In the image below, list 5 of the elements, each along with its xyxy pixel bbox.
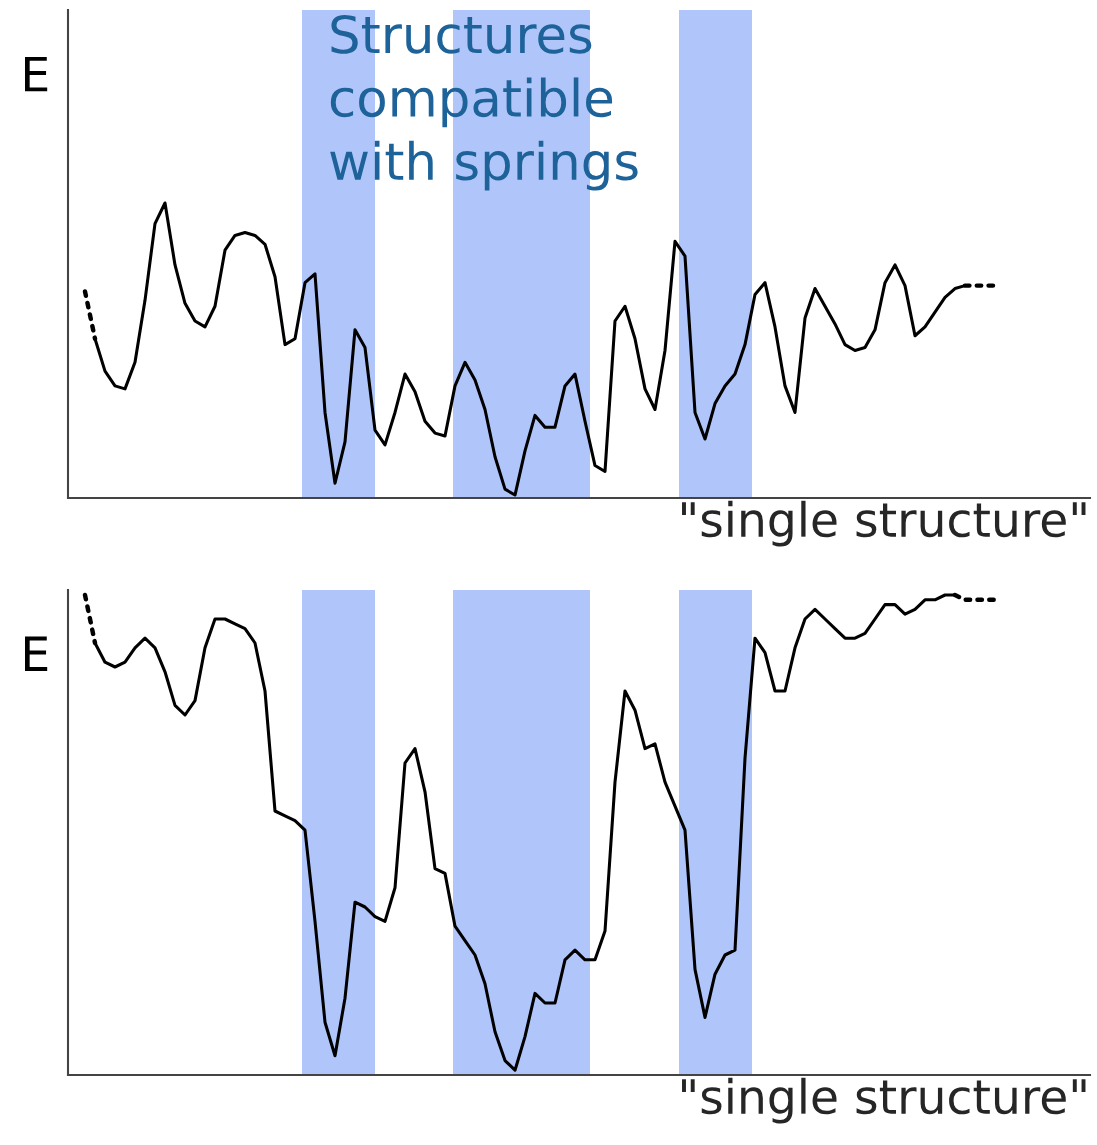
- y-axis-title: E: [25, 636, 48, 671]
- x-axis-title: "single structure": [682, 1077, 1086, 1124]
- y-axis-title: E: [25, 56, 48, 92]
- text: Structures compatible with springs: [330, 14, 638, 191]
- x-axis-title: "single structure": [682, 500, 1086, 547]
